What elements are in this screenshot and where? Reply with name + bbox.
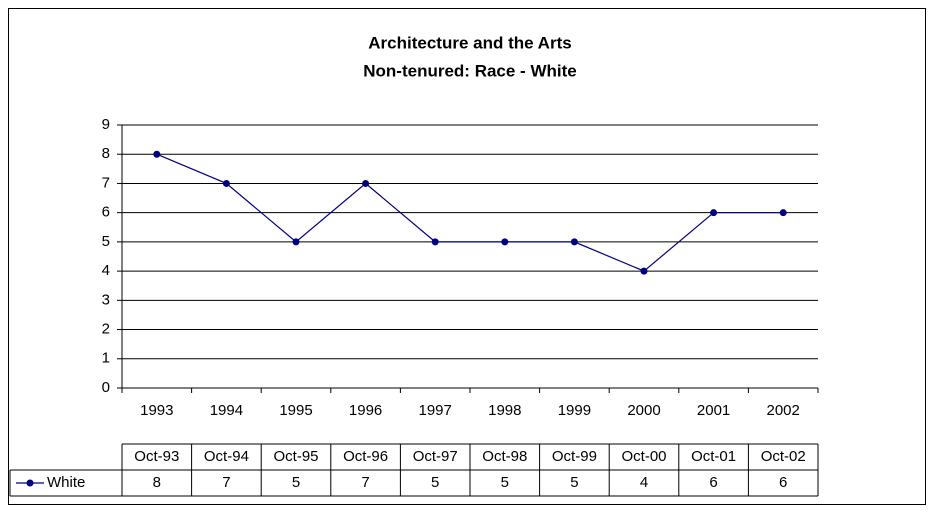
data-point [640, 267, 648, 275]
table-date: Oct-00 [621, 448, 666, 465]
data-point [153, 150, 161, 158]
y-tick-label: 5 [102, 233, 110, 250]
series-line [156, 153, 784, 272]
table-date: Oct-97 [413, 448, 458, 465]
y-tick-label: 7 [102, 174, 110, 191]
table-date: Oct-01 [691, 448, 736, 465]
table-value: 5 [501, 474, 509, 491]
x-tick-label: 1995 [279, 402, 312, 419]
data-point [570, 238, 578, 246]
data-point [362, 179, 370, 187]
table-value: 5 [570, 474, 578, 491]
legend-label: White [47, 474, 85, 491]
x-tick-label: 2000 [627, 402, 660, 419]
x-tick-label: 2001 [697, 402, 730, 419]
y-tick-label: 8 [102, 145, 110, 162]
table-value: 6 [709, 474, 717, 491]
data-point [710, 209, 718, 217]
x-tick-label: 1997 [419, 402, 452, 419]
x-tick-label: 1998 [488, 402, 521, 419]
data-point [431, 238, 439, 246]
data-point [779, 209, 787, 217]
y-tick-label: 9 [102, 116, 110, 133]
x-tick-label: 1994 [210, 402, 243, 419]
y-tick-label: 3 [102, 291, 110, 308]
chart-title: Architecture and the Arts [368, 33, 571, 52]
x-tick-label: 2002 [767, 402, 800, 419]
legend-marker [26, 479, 34, 487]
data-point [222, 179, 230, 187]
table-date: Oct-98 [482, 448, 527, 465]
table-date: Oct-99 [552, 448, 597, 465]
table-date: Oct-94 [204, 448, 249, 465]
x-tick-label: 1993 [140, 402, 173, 419]
chart-subtitle: Non-tenured: Race - White [363, 61, 576, 80]
y-tick-label: 6 [102, 204, 110, 221]
table-value: 6 [779, 474, 787, 491]
x-tick-label: 1996 [349, 402, 382, 419]
table-date: Oct-96 [343, 448, 388, 465]
table-value: 7 [222, 474, 230, 491]
table-value: 8 [153, 474, 161, 491]
y-tick-label: 4 [102, 262, 110, 279]
y-tick-label: 0 [102, 379, 110, 396]
table-date: Oct-02 [761, 448, 806, 465]
data-point [292, 238, 300, 246]
table-value: 5 [292, 474, 300, 491]
table-date: Oct-95 [273, 448, 318, 465]
table-value: 5 [431, 474, 439, 491]
table-value: 7 [361, 474, 369, 491]
y-tick-label: 2 [102, 321, 110, 338]
chart-border [8, 8, 926, 505]
y-tick-label: 1 [102, 350, 110, 367]
data-point [501, 238, 509, 246]
x-tick-label: 1999 [558, 402, 591, 419]
table-value: 4 [640, 474, 648, 491]
table-date: Oct-93 [134, 448, 179, 465]
